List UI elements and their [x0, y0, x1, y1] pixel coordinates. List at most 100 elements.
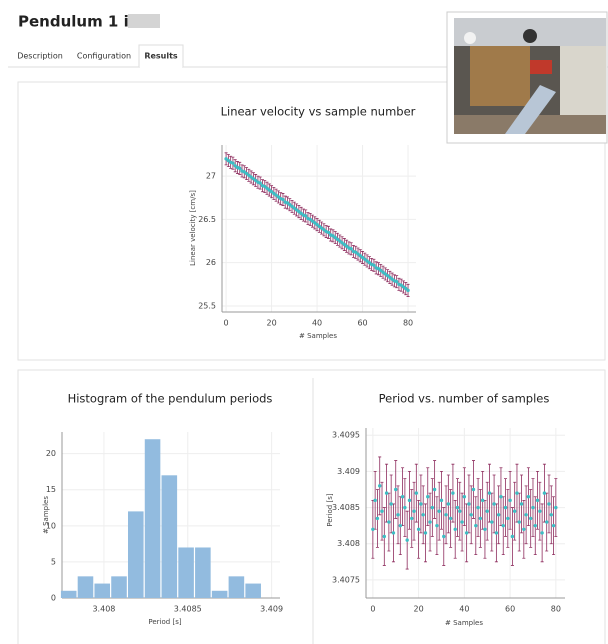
data-point [412, 509, 416, 513]
y-tick-label: 26 [206, 258, 216, 267]
data-point [419, 502, 423, 506]
data-point [503, 505, 508, 510]
data-point [499, 495, 503, 499]
data-point [494, 531, 499, 535]
data-point [512, 509, 517, 513]
y-axis-label: # Samples [42, 496, 50, 534]
y-tick-label: 3.409 [337, 467, 360, 476]
video-region [523, 29, 537, 43]
page-title: Pendulum 1 in [18, 13, 139, 31]
video-region [505, 85, 556, 134]
histogram-bar [111, 576, 127, 598]
chart-title: Period vs. number of samples [379, 392, 550, 406]
data-point [533, 523, 537, 528]
tab[interactable]: Results [144, 52, 178, 61]
tab[interactable]: Configuration [77, 52, 131, 61]
data-point [464, 531, 469, 535]
histogram-bar [60, 590, 77, 598]
data-point [476, 505, 480, 510]
data-point [380, 509, 384, 513]
y-axis-label: Linear velocity [cm/s] [189, 190, 197, 266]
data-point [549, 513, 553, 517]
data-point [372, 263, 376, 267]
data-point [469, 513, 473, 517]
data-point [378, 484, 382, 488]
chart: Histogram of the pendulum periods Period … [42, 392, 283, 627]
active-tab-gap [140, 66, 182, 68]
y-tick-label: 5 [51, 557, 56, 566]
x-tick-label: 0 [224, 319, 229, 328]
data-point [423, 531, 428, 535]
data-point [406, 288, 410, 293]
x-tick-label: 20 [266, 319, 276, 328]
histogram-bar [161, 475, 178, 598]
y-tick-label: 25.5 [198, 301, 216, 310]
data-point [430, 505, 435, 510]
data-point [453, 527, 457, 531]
active-tab [138, 44, 184, 67]
data-point [387, 520, 391, 524]
data-point [458, 509, 462, 513]
data-point [524, 513, 528, 517]
histogram-bar [128, 511, 144, 598]
x-tick-label: 60 [505, 605, 515, 614]
data-point [467, 502, 471, 506]
data-point [451, 491, 455, 495]
data-point [414, 491, 419, 495]
data-point [382, 534, 386, 539]
y-tick-label: 3.408 [337, 539, 360, 548]
tab[interactable]: Description [17, 52, 63, 61]
data-point [519, 502, 524, 506]
data-point [384, 491, 389, 495]
data-point [371, 527, 375, 531]
video-region [530, 60, 552, 74]
data-point [522, 527, 526, 531]
y-tick-label: 20 [46, 449, 56, 458]
x-tick-label: 80 [551, 605, 561, 614]
data-point [326, 230, 331, 235]
data-point [389, 502, 393, 506]
data-point [554, 505, 558, 510]
y-tick-label: 26.5 [198, 215, 216, 224]
data-point [485, 509, 489, 513]
chart-title: Histogram of the pendulum periods [68, 392, 273, 406]
data-point [483, 527, 487, 531]
histogram-bar [245, 583, 261, 598]
data-point [435, 523, 439, 528]
data-point [506, 516, 510, 521]
data-point [496, 513, 501, 517]
x-tick-label: 0 [370, 605, 375, 614]
data-point [421, 513, 425, 517]
x-tick-label: 3.408 [92, 605, 115, 614]
data-point [462, 495, 467, 499]
data-point [416, 527, 421, 531]
data-point [528, 516, 533, 521]
x-axis-label: Period [s] [148, 618, 181, 626]
data-point [517, 520, 521, 524]
data-point [471, 487, 476, 492]
histogram-bar [178, 547, 194, 598]
video-region [464, 32, 476, 44]
data-point [238, 166, 242, 171]
data-point [446, 502, 451, 506]
data-point [410, 516, 414, 521]
data-point [373, 498, 377, 503]
data-point [398, 523, 403, 528]
chart: Period vs. number of samples # Samples Per… [326, 392, 565, 627]
x-tick-label: 60 [357, 319, 367, 328]
y-tick-label: 10 [46, 521, 56, 530]
data-point [480, 498, 485, 503]
chart-title: Linear velocity vs sample number [221, 105, 416, 119]
data-point [531, 505, 535, 510]
data-point [426, 495, 430, 499]
y-tick-label: 3.4095 [332, 431, 360, 440]
video-thumbnail[interactable] [446, 11, 608, 144]
data-point [394, 280, 399, 284]
data-point [515, 491, 519, 495]
data-point [432, 487, 437, 492]
data-point [439, 498, 444, 503]
y-tick-label: 3.4075 [332, 575, 360, 584]
histogram-bar [144, 439, 161, 598]
y-tick-label: 27 [206, 172, 216, 181]
histogram-bar [77, 576, 94, 598]
